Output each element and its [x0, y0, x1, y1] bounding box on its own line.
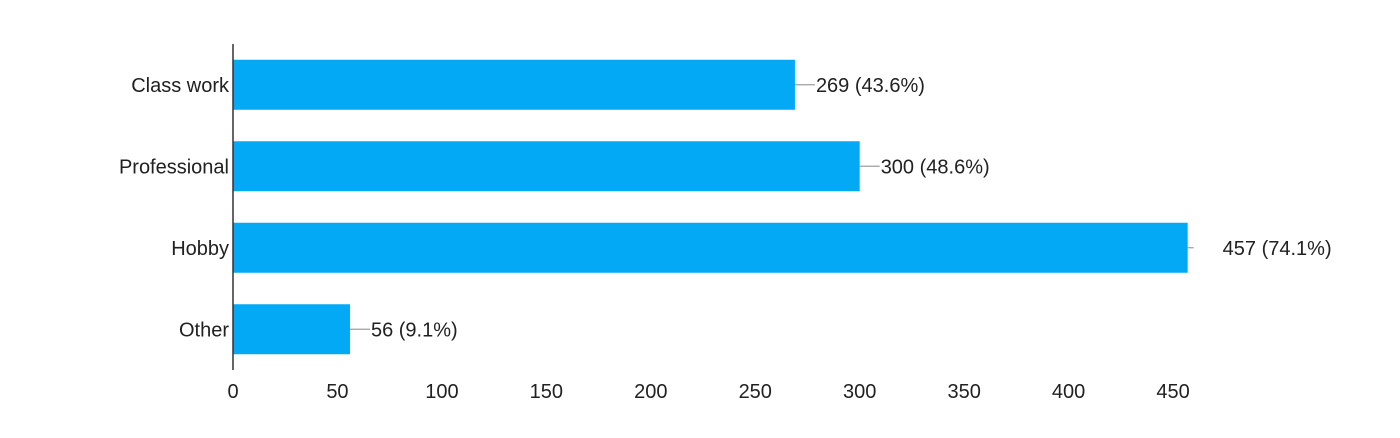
x-tick-label: 150 — [530, 381, 563, 403]
bars-group — [233, 59, 1188, 355]
x-tick-labels-group: 0 50 100 150 200 250 300 350 400 450 — [227, 381, 1189, 403]
category-labels-group: Class work Professional Hobby Other — [119, 75, 230, 342]
category-label: Hobby — [171, 238, 229, 260]
bar — [233, 222, 1188, 273]
bar — [233, 304, 350, 355]
leader-lines-group — [349, 84, 1194, 330]
data-labels-group: 269 (43.6%) 300 (48.6%) 457 (74.1%) 56 (9.1… — [371, 75, 1332, 342]
data-label: 56 (9.1%) — [371, 319, 458, 341]
x-tick-label: 350 — [947, 381, 980, 403]
x-tick-label: 250 — [739, 381, 772, 403]
data-label: 457 (74.1%) — [1223, 238, 1332, 260]
category-label: Other — [179, 319, 229, 341]
x-tick-label: 200 — [634, 381, 667, 403]
x-tick-label: 450 — [1156, 381, 1189, 403]
data-label: 269 (43.6%) — [816, 75, 925, 97]
category-label: Class work — [131, 75, 230, 97]
x-tick-label: 0 — [227, 381, 238, 403]
x-tick-label: 400 — [1052, 381, 1085, 403]
x-tick-label: 50 — [326, 381, 348, 403]
bar — [233, 141, 860, 192]
x-tick-label: 300 — [843, 381, 876, 403]
category-label: Professional — [119, 156, 229, 178]
x-tick-label: 100 — [425, 381, 458, 403]
bar — [233, 59, 795, 110]
data-label: 300 (48.6%) — [881, 156, 990, 178]
